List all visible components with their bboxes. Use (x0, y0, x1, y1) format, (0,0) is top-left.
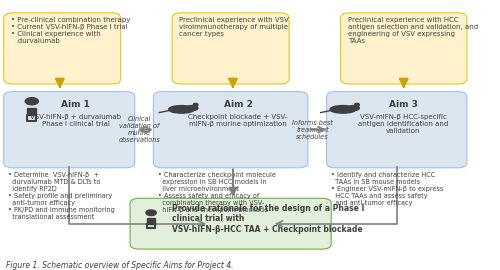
Ellipse shape (354, 103, 360, 106)
Text: • Identify and characterize HCC
  TAAs in SB mouse models
• Engineer VSV-mIFN-β : • Identify and characterize HCC TAAs in … (331, 172, 444, 206)
FancyBboxPatch shape (4, 92, 134, 168)
Text: Aim 1: Aim 1 (61, 100, 90, 109)
Ellipse shape (168, 106, 194, 113)
Text: Aim 2: Aim 2 (224, 100, 252, 109)
Ellipse shape (330, 106, 356, 113)
Text: • Pre-clinical combination therapy
• Current VSV-hIFN-β Phase I trial
• Clinical: • Pre-clinical combination therapy • Cur… (10, 17, 130, 44)
Text: Provide rationale for the design of a Phase I
clinical trial with
VSV-hIFN-β-HCC: Provide rationale for the design of a Ph… (172, 204, 364, 234)
FancyBboxPatch shape (340, 13, 467, 84)
Text: Preclinical experience with HCC
antigen selection and validation, and
engineerin: Preclinical experience with HCC antigen … (348, 17, 478, 44)
Ellipse shape (193, 103, 198, 106)
Circle shape (25, 98, 38, 105)
Text: Aim 3: Aim 3 (389, 100, 418, 109)
Text: • Determine  VSV-hIFN-β  +
  durvalumab MTD & DLTs to
  identify RP2D
• Safety p: • Determine VSV-hIFN-β + durvalumab MTD … (8, 172, 116, 220)
Bar (148, 218, 154, 224)
Circle shape (146, 210, 156, 215)
Text: Informs best
treatment
schedules: Informs best treatment schedules (292, 120, 333, 140)
Text: VSV-mIFN-β HCC-specific
antigen identification and
validation: VSV-mIFN-β HCC-specific antigen identifi… (358, 114, 448, 134)
Text: • Characterize checkpoint molecule
  expression in SB HCC models in
  liver micr: • Characterize checkpoint molecule expre… (158, 172, 276, 212)
FancyBboxPatch shape (130, 198, 331, 249)
FancyBboxPatch shape (172, 13, 289, 84)
Text: VSV-hIFN-β + durvalumab
Phase I clinical trial: VSV-hIFN-β + durvalumab Phase I clinical… (30, 114, 121, 127)
Bar (27, 108, 36, 116)
FancyBboxPatch shape (4, 13, 120, 84)
Text: Checkpoint blockade + VSV-
mIFN-β murine optimization: Checkpoint blockade + VSV- mIFN-β murine… (188, 114, 288, 127)
FancyBboxPatch shape (326, 92, 467, 168)
FancyBboxPatch shape (154, 92, 308, 168)
Text: Clinical
validation of
murine
observations: Clinical validation of murine observatio… (118, 116, 160, 143)
Ellipse shape (348, 106, 360, 111)
Ellipse shape (186, 106, 198, 111)
Text: Figure 1. Schematic overview of Specific Aims for Project 4.: Figure 1. Schematic overview of Specific… (6, 261, 234, 269)
Text: Preclinical experience with VSV
viroimmunotherapy of multiple
cancer types: Preclinical experience with VSV viroimmu… (179, 17, 289, 37)
